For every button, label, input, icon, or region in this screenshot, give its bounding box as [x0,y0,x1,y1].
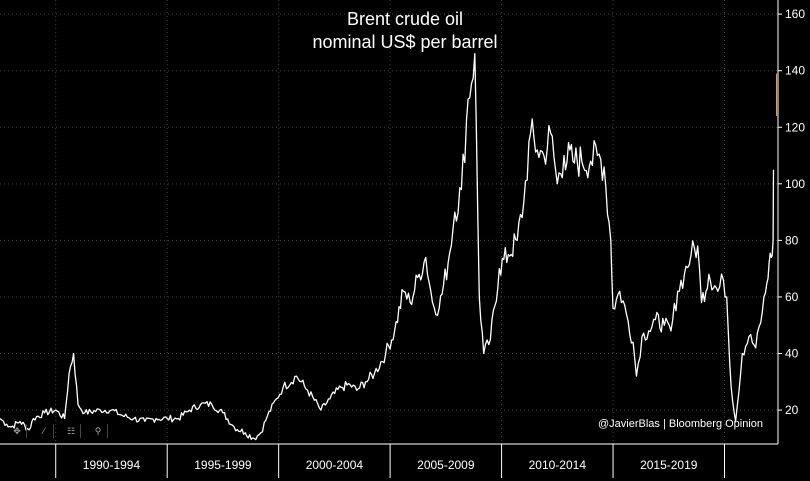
y-tick-label: 100 [785,177,805,191]
pan-icon[interactable]: ✥ [8,424,27,438]
x-tick-label: 2000-2004 [306,458,364,472]
y-tick-label: 80 [785,233,799,247]
x-tick-label: 2005-2009 [417,458,475,472]
x-tick-label: 2015-2019 [640,458,698,472]
zoom-icon[interactable]: ⚲ [89,424,108,438]
x-tick-label: 1990-1994 [83,458,141,472]
annotate-icon[interactable]: ☷ [62,424,81,438]
y-tick-label: 120 [785,120,805,134]
chart-subtitle: nominal US$ per barrel [312,32,498,52]
y-tick-label: 20 [785,403,799,417]
chart-grid [0,0,778,444]
last-price-marker [776,73,778,116]
y-axis: 20 40 60 80 100 120 140 160 [777,0,805,444]
credit-text: @JavierBlas | Bloomberg Opinion [598,418,764,430]
y-tick-label: 160 [785,7,805,21]
chart-toolbar: ✥ ⁄ ☷ ⚲ [8,424,108,438]
y-tick-label: 40 [785,347,799,361]
y-tick-label: 140 [785,64,805,78]
draw-icon[interactable]: ⁄ [35,424,54,438]
x-tick-label: 2010-2014 [529,458,587,472]
chart-title: Brent crude oil [346,9,464,29]
price-line [0,53,775,441]
x-tick-label: 1995-1999 [194,458,252,472]
x-axis: 1990-1994 1995-1999 2000-2004 2005-2009 2010… [0,443,778,478]
y-tick-label: 60 [785,290,799,304]
